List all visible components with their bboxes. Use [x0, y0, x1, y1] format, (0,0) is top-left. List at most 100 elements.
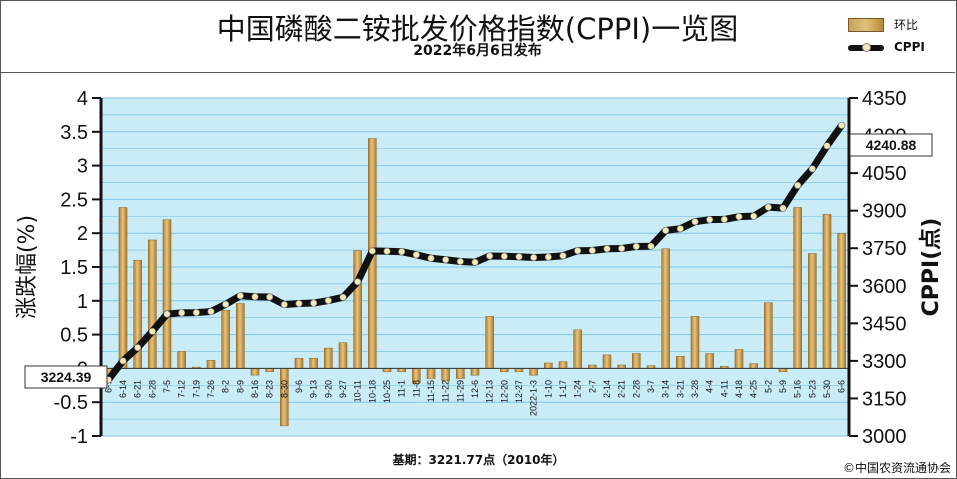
- x-tick-label: 3-14: [661, 380, 671, 398]
- chart-header: 中国磷酸二铵批发价格指数(CPPI)一览图 2022年6月6日发布 环比 CPP…: [0, 0, 955, 73]
- cppi-marker: [544, 253, 552, 261]
- start-value-label: 3224.39: [41, 369, 92, 385]
- cppi-marker: [398, 248, 406, 256]
- bar: [426, 368, 436, 379]
- bar: [764, 302, 773, 369]
- bar: [661, 248, 670, 369]
- bar: [221, 310, 230, 369]
- x-tick-label: 9-20: [323, 380, 333, 398]
- cppi-marker: [412, 251, 420, 259]
- cppi-marker: [471, 258, 479, 266]
- left-tick-label: 2: [77, 223, 88, 245]
- bar: [309, 358, 318, 369]
- legend-bar-label: 环比: [894, 18, 919, 32]
- left-tick-label: 3.5: [60, 122, 88, 144]
- cppi-marker: [456, 257, 464, 265]
- copyright-note: ©中国农资流通协会: [842, 461, 951, 475]
- bar: [148, 239, 157, 369]
- cppi-marker: [354, 278, 362, 286]
- cppi-marker: [603, 245, 611, 253]
- cppi-marker: [310, 299, 318, 307]
- x-tick-label: 8-9: [235, 380, 245, 393]
- x-tick-label: 8-2: [221, 380, 231, 393]
- left-tick-label: 1: [77, 291, 88, 313]
- x-tick-label: 5-9: [778, 380, 788, 393]
- x-tick-label: 9-6: [294, 380, 304, 393]
- x-tick-label: 7-19: [191, 380, 201, 398]
- x-tick-label: 10-25: [382, 380, 392, 403]
- x-tick-label: 6-21: [133, 380, 143, 398]
- x-tick-label: 3-7: [646, 380, 656, 393]
- cppi-marker: [119, 357, 127, 365]
- bar: [617, 364, 626, 369]
- x-tick-label: 8-16: [250, 380, 260, 398]
- cppi-marker: [266, 293, 274, 301]
- x-tick-label: 12-6: [470, 380, 480, 398]
- start-value-label-box: [24, 365, 108, 389]
- left-tick-label: 2.5: [60, 189, 88, 211]
- cppi-marker: [134, 344, 142, 352]
- cppi-marker: [735, 213, 743, 221]
- right-axis-title: CPPI(点): [918, 218, 944, 317]
- bar: [837, 232, 846, 369]
- bar: [397, 368, 406, 373]
- cppi-marker: [838, 121, 846, 129]
- cppi-marker: [764, 203, 772, 211]
- cppi-marker: [618, 244, 626, 252]
- x-tick-label: 2022-1-3: [529, 380, 539, 416]
- bar: [778, 368, 788, 373]
- x-tick-label: 2-28: [631, 380, 641, 398]
- x-tick-label: 3-21: [675, 380, 685, 398]
- cppi-marker: [779, 204, 787, 212]
- bar: [324, 347, 333, 369]
- x-tick-label: 9-13: [309, 380, 319, 398]
- x-tick-label: 2-7: [587, 380, 597, 393]
- cppi-marker: [222, 300, 230, 308]
- right-tick-label: 3600: [862, 276, 907, 298]
- x-tick-label: 2-14: [602, 380, 612, 398]
- cppi-marker: [192, 309, 200, 317]
- cppi-marker: [339, 293, 347, 301]
- x-tick-label: 3-28: [690, 380, 700, 398]
- right-tick-label: 3300: [862, 351, 907, 373]
- bar: [514, 368, 524, 373]
- x-tick-label: 10-18: [367, 380, 377, 403]
- cppi-marker: [588, 246, 596, 254]
- x-tick-label: 5-2: [763, 380, 773, 393]
- cppi-marker: [515, 253, 523, 261]
- left-tick-label: -1: [70, 426, 88, 448]
- x-tick-label: 11-29: [455, 380, 465, 402]
- x-tick-label: 12-20: [499, 380, 509, 403]
- x-tick-label: 7-12: [177, 380, 187, 398]
- cppi-marker: [236, 292, 244, 300]
- x-tick-label: 11-1: [397, 380, 407, 397]
- right-tick-label: 3000: [862, 426, 907, 448]
- right-tick-label: 4350: [862, 88, 907, 110]
- bar: [573, 329, 582, 369]
- bar: [544, 362, 553, 369]
- right-tick-label: 3450: [862, 313, 907, 335]
- x-tick-label: 11-8: [411, 380, 421, 397]
- left-tick-label: -0.5: [54, 392, 88, 414]
- base-period-note: 基期：3221.77点（2010年）: [392, 453, 565, 467]
- right-tick-label: 4050: [862, 163, 907, 185]
- legend-line-label: CPPI: [894, 40, 925, 54]
- bar: [250, 368, 260, 376]
- x-tick-label: 12-27: [514, 380, 524, 403]
- x-tick-label: 6-6: [837, 380, 847, 393]
- cppi-marker: [295, 300, 303, 308]
- chart-subtitle: 2022年6月6日发布: [413, 43, 542, 59]
- cppi-marker: [280, 301, 288, 309]
- x-tick-label: 8-23: [265, 380, 275, 398]
- bar: [632, 353, 641, 369]
- bar: [793, 207, 802, 369]
- bar: [822, 214, 832, 369]
- bar: [676, 355, 685, 369]
- x-tick-label: 1-17: [558, 380, 568, 398]
- x-tick-label: 6-14: [118, 380, 128, 398]
- cppi-marker: [676, 225, 684, 233]
- bar: [265, 368, 274, 373]
- x-tick-label: 1-10: [543, 380, 553, 398]
- bar: [602, 354, 612, 369]
